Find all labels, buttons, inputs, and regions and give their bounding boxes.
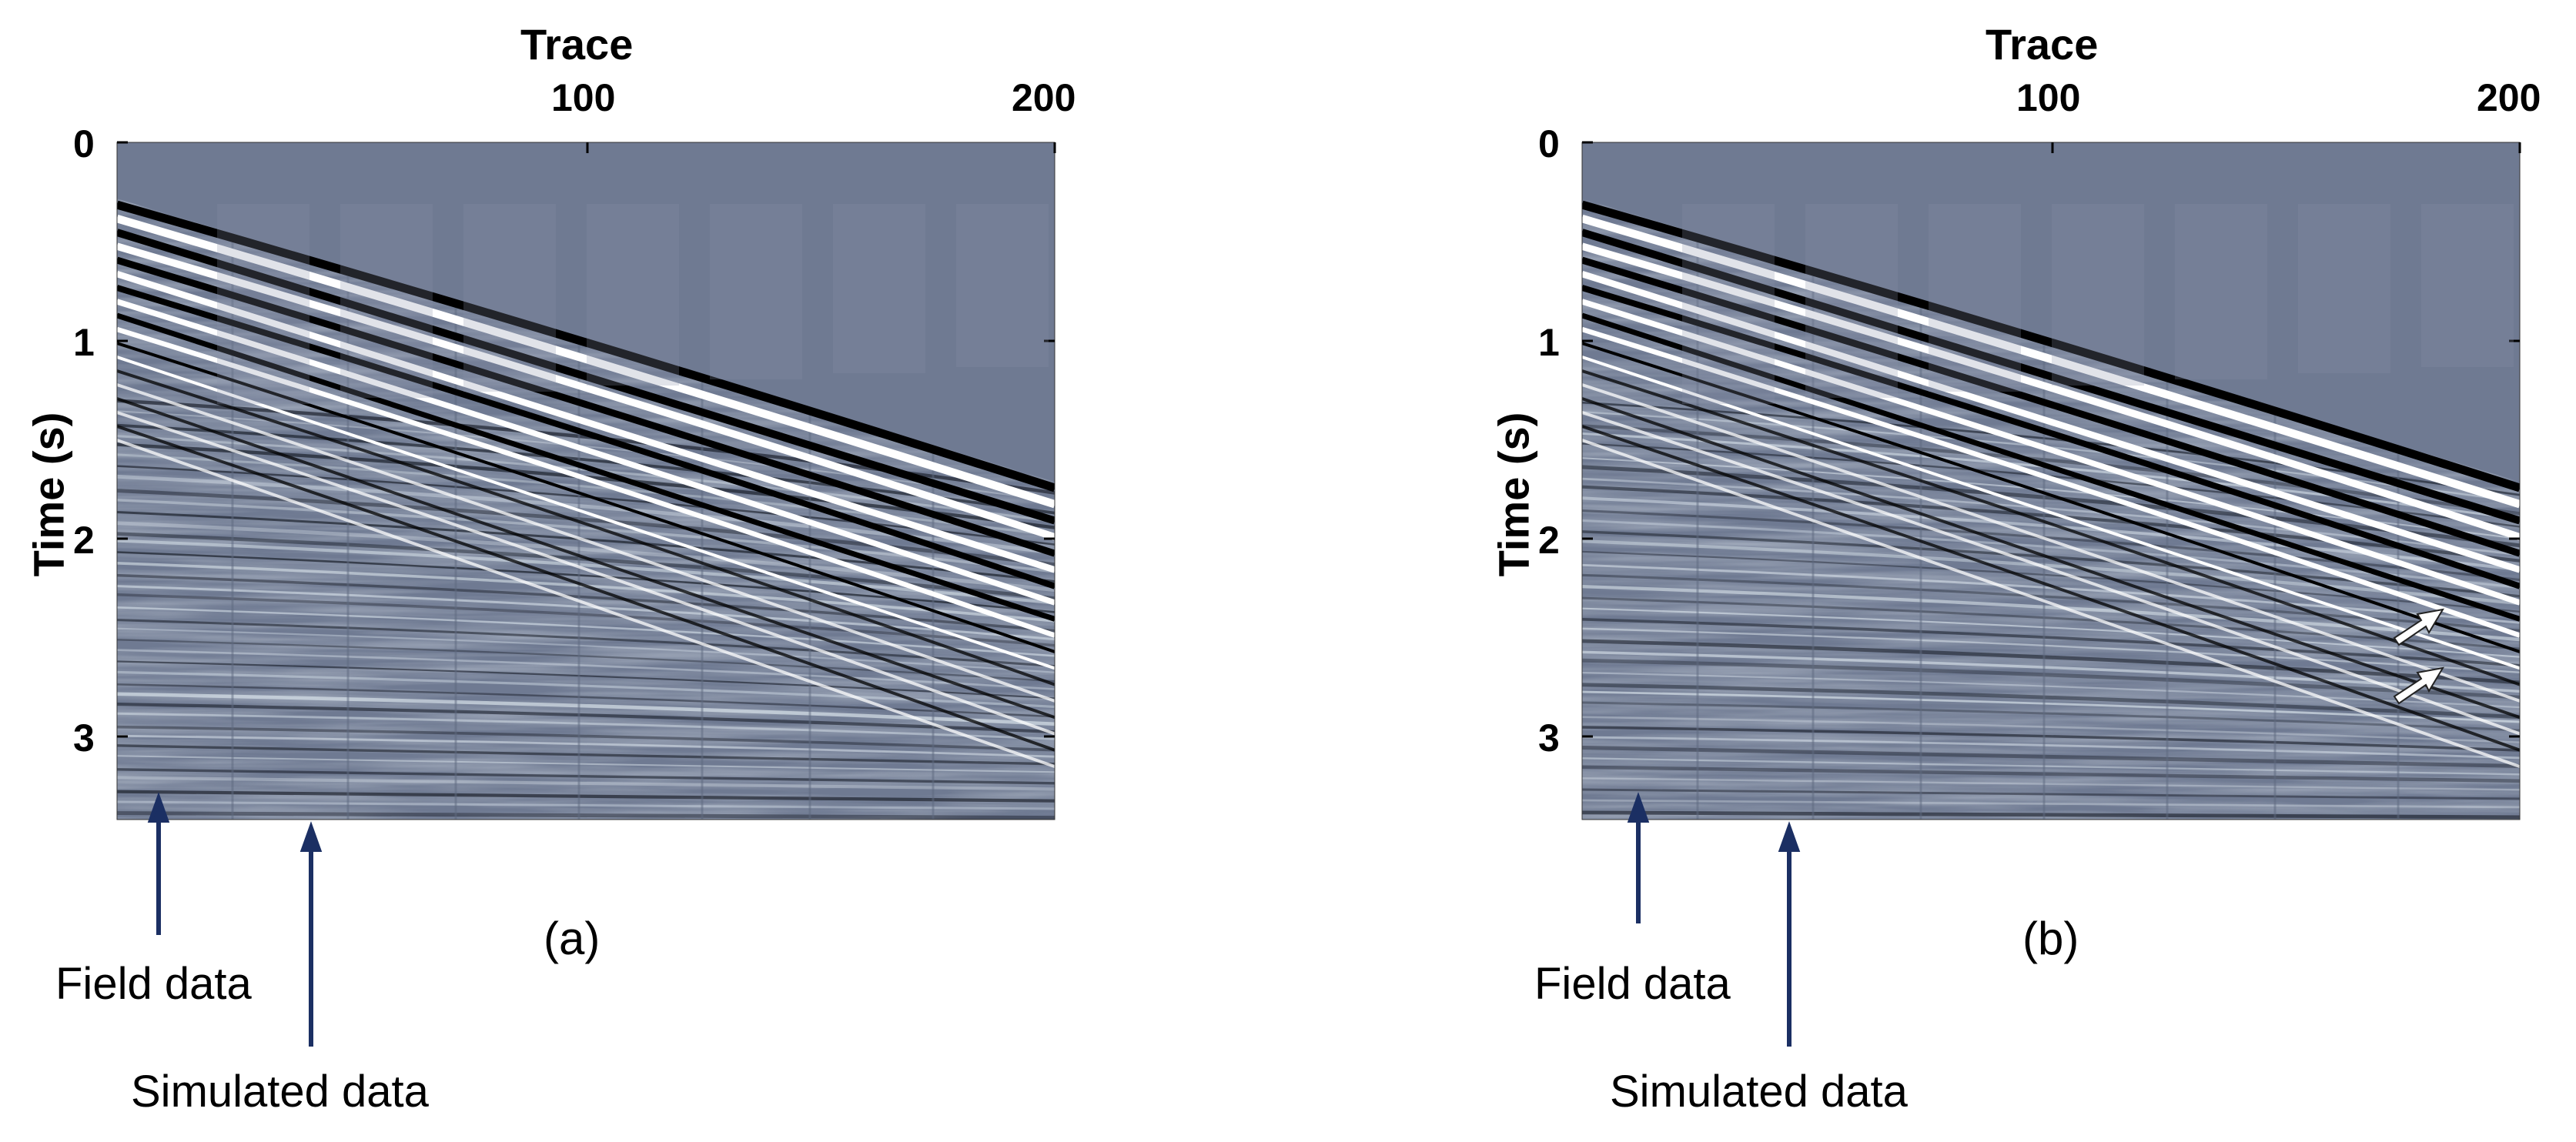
x-tick-marks — [2051, 142, 2521, 153]
caption-b: (b) — [2022, 913, 2079, 964]
seismic-section-a — [116, 141, 1056, 1047]
y-tick-marks — [1582, 141, 2520, 738]
y-tick-3: 3 — [73, 716, 95, 760]
simulated-data-label: Simulated data — [1610, 1067, 1908, 1117]
x-tick-marks — [586, 142, 1056, 153]
y-tick-2: 2 — [73, 519, 95, 562]
blue-arrows — [1627, 792, 1801, 1047]
blue-arrows — [147, 792, 323, 1047]
white-arrow-lower — [2393, 666, 2444, 705]
x-tick-200: 200 — [2477, 76, 2541, 119]
white-arrows — [2393, 608, 2444, 705]
white-arrow-upper — [2393, 608, 2444, 646]
y-axis-title: Time (s) — [24, 412, 73, 577]
y-tick-2: 2 — [1538, 519, 1560, 562]
y-tick-1: 1 — [1538, 321, 1560, 364]
x-tick-100: 100 — [551, 76, 616, 119]
panel-a: Trace 100 200 0 1 2 3 Time (s) (a) Field… — [24, 20, 1076, 1117]
y-tick-3: 3 — [1538, 716, 1560, 760]
seismic-section-b — [1581, 141, 2521, 1047]
field-data-label: Field data — [55, 959, 252, 1009]
simulated-data-label: Simulated data — [131, 1067, 429, 1117]
x-axis-title: Trace — [520, 20, 634, 68]
x-tick-200: 200 — [1012, 76, 1076, 119]
y-axis-title: Time (s) — [1489, 412, 1538, 577]
y-tick-0: 0 — [1538, 122, 1560, 165]
y-tick-marks — [117, 141, 1055, 738]
panel-b: Trace 100 200 0 1 2 3 Time (s) (b) Field… — [1288, 0, 2576, 1142]
caption-a: (a) — [544, 913, 601, 964]
x-axis-title: Trace — [1986, 20, 2099, 68]
x-tick-100: 100 — [2016, 76, 2081, 119]
y-tick-0: 0 — [73, 122, 95, 165]
field-data-label: Field data — [1534, 959, 1731, 1009]
y-tick-1: 1 — [73, 321, 95, 364]
